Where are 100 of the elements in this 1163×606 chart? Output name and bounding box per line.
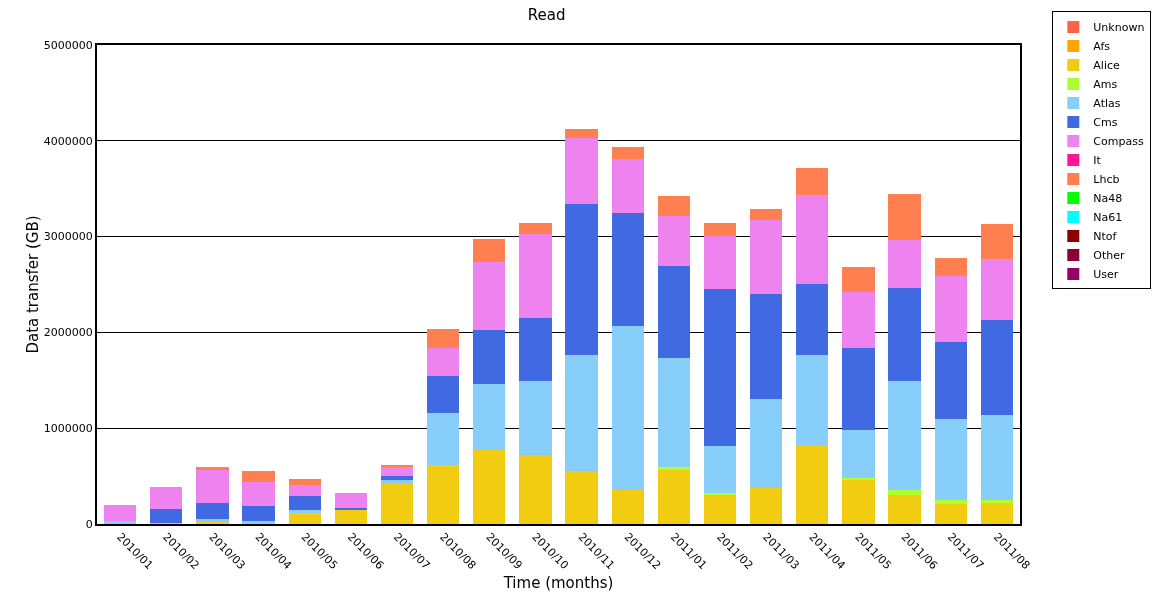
y-tick-label: 3000000 — [43, 230, 93, 244]
bar — [565, 204, 598, 356]
bar — [703, 235, 737, 290]
bar — [657, 216, 691, 267]
bar — [980, 414, 1014, 501]
bar — [980, 319, 1014, 415]
legend-label: Ntof — [1093, 230, 1118, 244]
bar — [657, 470, 691, 524]
bar — [934, 418, 967, 501]
bar — [611, 325, 644, 490]
bar — [980, 258, 1014, 320]
bar — [519, 318, 552, 382]
legend-label: Alice — [1093, 59, 1120, 73]
bar — [980, 224, 1014, 259]
bar — [842, 430, 875, 479]
legend-label: Cms — [1093, 116, 1118, 130]
bar — [611, 159, 644, 213]
bar — [842, 292, 875, 348]
bar — [426, 328, 460, 348]
bar — [934, 341, 967, 419]
bar — [334, 509, 367, 524]
bar — [473, 261, 506, 331]
legend-label: Na61 — [1093, 211, 1123, 225]
bar — [473, 330, 506, 385]
bar — [796, 167, 829, 196]
bar — [657, 358, 691, 467]
bar — [426, 347, 460, 377]
bar — [565, 471, 598, 524]
bar — [750, 220, 783, 295]
bar — [980, 502, 1014, 524]
bar — [565, 355, 598, 472]
bar — [380, 482, 414, 524]
bar — [750, 294, 783, 399]
y-tick-label: 5000000 — [43, 38, 93, 52]
bar — [334, 493, 367, 508]
bar — [703, 289, 737, 447]
bar — [888, 381, 921, 491]
bar — [842, 347, 875, 431]
bar — [611, 212, 644, 326]
bar — [750, 487, 783, 524]
bar — [888, 490, 921, 496]
legend-label: Lhcb — [1093, 173, 1120, 187]
chart-title: Read — [527, 5, 566, 24]
bar — [703, 223, 737, 236]
legend-label: Unknown — [1093, 21, 1145, 35]
y-tick-label: 4000000 — [43, 134, 93, 148]
bar — [426, 376, 460, 413]
bar — [288, 496, 321, 510]
bar — [980, 500, 1014, 503]
bar — [750, 208, 783, 221]
legend-label: Atlas — [1093, 97, 1121, 111]
bar — [657, 266, 691, 359]
bar — [473, 384, 506, 451]
bar — [519, 455, 552, 524]
legend-label: Other — [1093, 249, 1126, 263]
bar — [288, 478, 321, 485]
bar — [519, 381, 552, 456]
legend-label: Na48 — [1093, 192, 1123, 206]
y-axis-title: Data transfer (GB) — [23, 215, 42, 354]
bar — [611, 489, 644, 524]
bar — [796, 355, 829, 447]
bar — [888, 495, 921, 524]
bar — [426, 412, 460, 465]
bar — [796, 283, 829, 356]
bar — [611, 146, 644, 159]
bar — [196, 467, 229, 471]
bar — [519, 223, 552, 234]
bar — [242, 481, 275, 506]
bar — [288, 484, 321, 497]
bar — [426, 464, 460, 524]
y-tick-label: 0 — [85, 517, 93, 531]
bar — [888, 194, 921, 241]
bar — [150, 486, 183, 509]
x-axis-title: Time (months) — [502, 574, 614, 593]
bar — [888, 240, 921, 289]
bar — [519, 233, 552, 319]
legend-label: Afs — [1093, 40, 1111, 54]
bar — [888, 288, 921, 382]
bar — [657, 196, 691, 217]
bar — [473, 450, 506, 524]
legend-label: Ams — [1093, 78, 1118, 92]
bar — [796, 195, 829, 284]
bar — [842, 479, 875, 524]
bar — [288, 513, 321, 524]
legend-label: Compass — [1093, 135, 1144, 149]
bar — [242, 471, 275, 482]
bar — [934, 503, 967, 524]
bar — [934, 275, 967, 342]
bar — [796, 446, 829, 524]
y-tick-label: 1000000 — [43, 422, 93, 436]
bar — [103, 504, 137, 522]
bar — [565, 137, 598, 205]
y-tick-label: 2000000 — [43, 326, 93, 340]
bar — [842, 267, 875, 293]
bar — [934, 257, 967, 276]
bar — [703, 494, 737, 524]
bar — [150, 508, 183, 524]
bar — [196, 502, 229, 520]
legend-label: User — [1093, 268, 1119, 282]
bar — [473, 239, 506, 262]
